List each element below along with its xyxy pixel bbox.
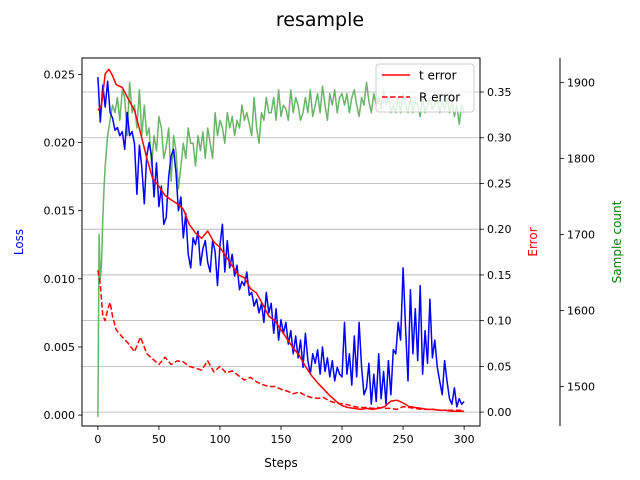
y-tick-label: 1600 [567,304,595,317]
sample-count-axis: 1500 1600 1700 1800 1900 [560,76,595,393]
error-axis: 0.00 0.05 0.10 0.15 0.20 0.25 0.30 0.35 [480,86,512,419]
loss-axis: 0.000 0.005 0.010 0.015 0.020 0.025 [44,68,82,422]
error-axis-label: Error [526,227,540,256]
y-tick-label: 0.35 [487,86,512,99]
series-loss-line [97,77,465,408]
series-t-error-line [97,68,465,412]
y-tick-label: 0.010 [44,273,76,286]
sample-count-axis-label: Sample count [610,200,624,283]
x-tick-label: 50 [152,433,166,446]
legend: t error R error [375,63,475,113]
x-tick-label: 100 [209,433,230,446]
y-tick-label: 0.30 [487,132,512,145]
x-tick-label: 300 [454,433,475,446]
legend-box [375,63,475,113]
y-tick-label: 0.05 [487,360,512,373]
y-tick-label: 1500 [567,380,595,393]
y-tick-label: 0.015 [44,205,76,218]
y-tick-label: 0.15 [487,269,512,282]
legend-t-error-label: t error [419,69,457,83]
y-tick-label: 0.020 [44,137,76,150]
y-tick-label: 0.00 [487,406,512,419]
x-axis: 0 50 100 150 200 250 300 [94,426,475,446]
y-tick-label: 1900 [567,76,595,89]
y-tick-label: 0.000 [44,409,76,422]
y-tick-label: 0.10 [487,315,512,328]
y-tick-label: 0.25 [487,177,512,190]
y-tick-label: 0.20 [487,223,512,236]
loss-axis-label: Loss [12,229,26,255]
legend-r-error-label: R error [419,91,460,105]
y-tick-label: 1700 [567,228,595,241]
x-tick-label: 0 [94,433,101,446]
x-tick-label: 150 [271,433,292,446]
series-r-error-line [97,270,465,412]
x-tick-label: 250 [393,433,414,446]
y-tick-label: 1800 [567,152,595,165]
x-axis-label: Steps [264,456,298,470]
chart-title: resample [276,9,364,31]
y-tick-label: 0.025 [44,68,76,81]
y-tick-label: 0.005 [44,341,76,354]
x-tick-label: 200 [332,433,353,446]
